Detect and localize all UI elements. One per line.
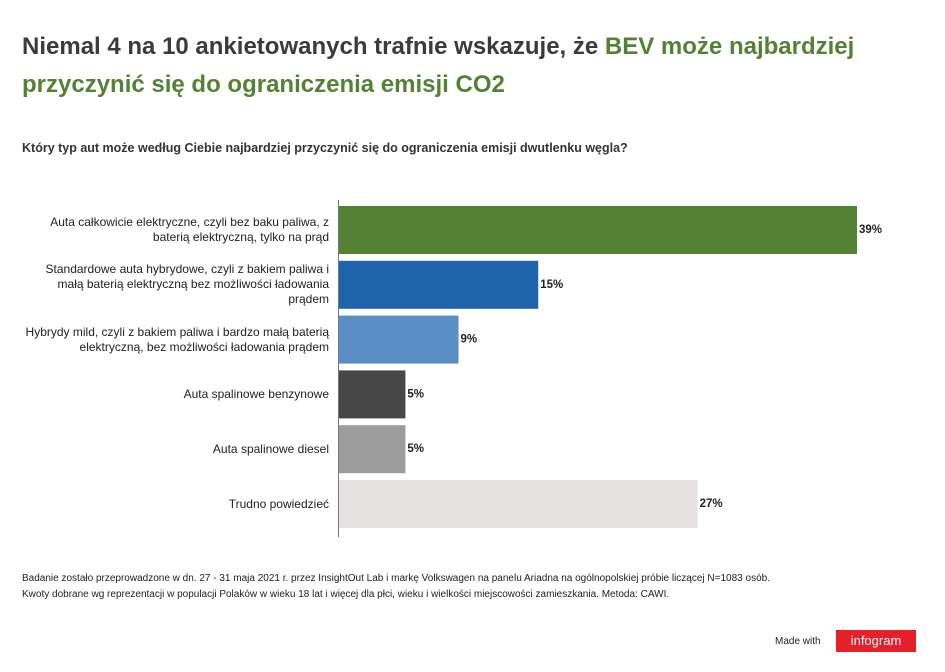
category-label: Auta spalinowe benzynowe: [183, 386, 329, 401]
category-label: Standardowe auta hybrydowe, czyli z baki…: [45, 262, 329, 307]
category-label: Hybrydy mild, czyli z bakiem paliwa i ba…: [25, 324, 329, 354]
value-label: 27%: [700, 498, 723, 510]
title-highlight: BEV może najbardziej przyczynić się do o…: [22, 33, 855, 98]
bar: [339, 425, 406, 474]
note: Kwoty dobrane wg reprezentacji w populac…: [22, 589, 670, 600]
value-label: 15%: [540, 279, 563, 291]
value-label: 39%: [859, 224, 882, 236]
bar: [339, 206, 857, 254]
made-with: Made with: [775, 636, 821, 647]
bar: [339, 480, 698, 528]
title-text: Niemal 4 na 10 ankietowanych trafnie wsk…: [22, 33, 599, 60]
category-label: Trudno powiedzieć: [228, 496, 329, 511]
category-label: Auta spalinowe diesel: [212, 441, 329, 456]
brand-logo[interactable]: infogram: [836, 630, 916, 652]
bar: [339, 260, 539, 309]
bar: [339, 315, 459, 364]
subtitle: Który typ aut może według Ciebie najbard…: [22, 141, 628, 155]
value-label: 5%: [407, 388, 424, 400]
category-label: Auta całkowicie elektryczne, czyli bez b…: [50, 215, 329, 244]
value-label: 9%: [461, 334, 478, 346]
bar: [339, 370, 406, 419]
note: Badanie zostało przeprowadzone w dn. 27 …: [22, 573, 770, 584]
value-label: 5%: [407, 443, 424, 455]
title: Niemal 4 na 10 ankietowanych trafnie wsk…: [22, 28, 902, 104]
